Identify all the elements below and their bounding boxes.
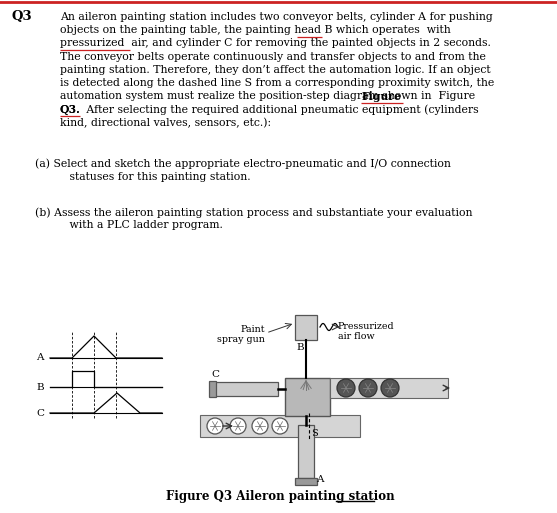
Text: Q3: Q3 <box>12 10 33 23</box>
Bar <box>295 478 317 485</box>
Bar <box>295 315 317 340</box>
Text: (a) Select and sketch the appropriate electro-pneumatic and I/O connection: (a) Select and sketch the appropriate el… <box>35 159 451 169</box>
Text: air flow: air flow <box>338 332 375 341</box>
Text: automation system must realize the position-step diagram shown in  Figure: automation system must realize the posit… <box>60 91 475 101</box>
Text: Q3.  After selecting the required additional pneumatic equipment (cylinders: Q3. After selecting the required additio… <box>60 105 478 115</box>
Text: S: S <box>311 428 317 438</box>
Text: objects on the painting table, the painting head B which operates  with: objects on the painting table, the paint… <box>60 25 451 35</box>
Text: A: A <box>316 475 324 484</box>
Text: painting station. Therefore, they don’t affect the automation logic. If an objec: painting station. Therefore, they don’t … <box>60 65 491 75</box>
Bar <box>200 415 360 437</box>
Text: C: C <box>211 370 219 379</box>
Text: is detected along the dashed line S from a corresponding proximity switch, the: is detected along the dashed line S from… <box>60 78 494 88</box>
Text: C: C <box>36 408 44 418</box>
Text: Figure: Figure <box>362 91 402 102</box>
Bar <box>330 378 448 398</box>
Text: pressurized  air, and cylinder C for removing the painted objects in 2 seconds.: pressurized air, and cylinder C for remo… <box>60 38 491 48</box>
Circle shape <box>272 418 288 434</box>
Circle shape <box>381 379 399 397</box>
Text: (b) Assess the aileron painting station process and substantiate your evaluation: (b) Assess the aileron painting station … <box>35 207 472 218</box>
Text: statuses for this painting station.: statuses for this painting station. <box>52 172 251 182</box>
Text: The conveyor belts operate continuously and transfer objects to and from the: The conveyor belts operate continuously … <box>60 52 486 62</box>
Circle shape <box>252 418 268 434</box>
Text: Paint: Paint <box>241 325 265 334</box>
Text: with a PLC ladder program.: with a PLC ladder program. <box>52 221 223 230</box>
Circle shape <box>337 379 355 397</box>
Text: Pressurized: Pressurized <box>338 322 394 331</box>
Circle shape <box>230 418 246 434</box>
Text: Figure Q3 Aileron painting station: Figure Q3 Aileron painting station <box>165 490 394 503</box>
Bar <box>209 381 216 397</box>
Text: spray gun: spray gun <box>217 335 265 344</box>
Text: An aileron painting station includes two conveyor belts, cylinder A for pushing: An aileron painting station includes two… <box>60 12 493 22</box>
Circle shape <box>359 379 377 397</box>
Text: Q3.: Q3. <box>60 105 81 115</box>
Text: A: A <box>37 353 44 363</box>
Text: kind, directional valves, sensors, etc.):: kind, directional valves, sensors, etc.)… <box>60 117 271 128</box>
Bar <box>215 382 278 396</box>
Text: B: B <box>36 383 44 391</box>
Text: B: B <box>296 343 304 352</box>
Bar <box>298 425 314 478</box>
Circle shape <box>207 418 223 434</box>
Bar <box>285 378 330 416</box>
